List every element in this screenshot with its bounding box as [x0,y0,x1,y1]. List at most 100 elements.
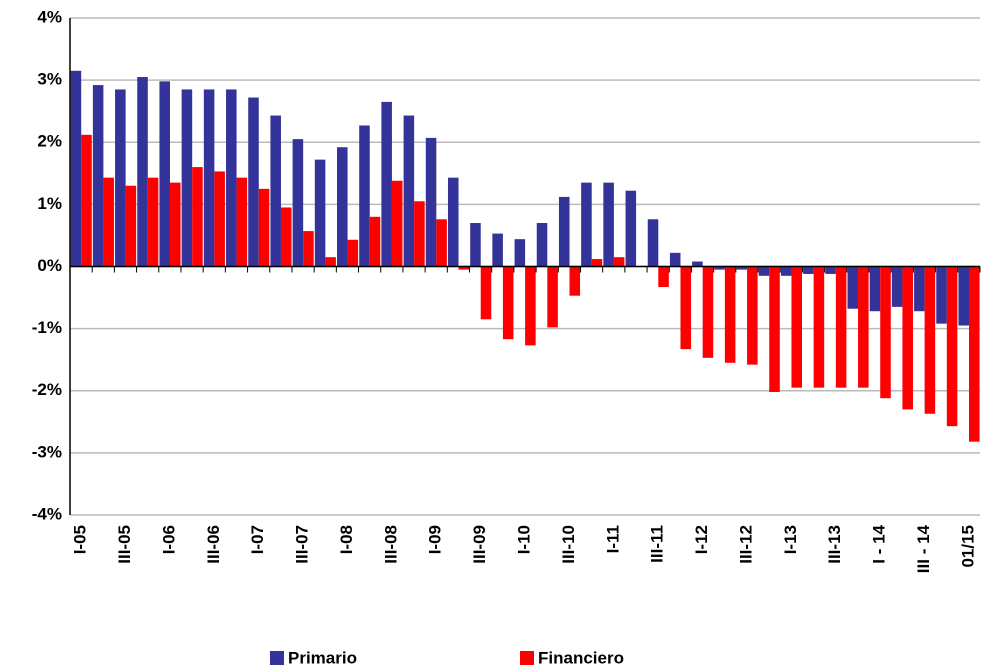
y-tick-label: 4% [37,7,62,26]
bar [236,177,248,267]
bar [780,266,792,276]
bar [613,257,625,267]
bar [724,266,736,363]
bar [226,89,237,267]
bar [325,257,336,267]
y-tick-label: 0% [37,256,62,275]
bar [458,266,470,270]
bar [669,252,681,267]
bar [203,89,215,267]
x-tick-label: III-05 [115,525,134,564]
bar [92,85,104,267]
y-tick-label: 1% [37,194,62,213]
bar [858,266,869,388]
bar [581,182,592,267]
x-tick-label: III-10 [559,525,578,564]
bar [569,266,581,296]
bar [591,259,603,267]
bar [314,159,326,267]
bar [337,147,348,267]
x-tick-label: I-13 [781,525,800,554]
y-tick-label: 3% [37,70,62,89]
bar [758,266,770,276]
bar [946,266,958,427]
bar [70,70,82,267]
x-tick-label: III-12 [736,525,755,564]
x-tick-label: I-08 [337,525,356,554]
bar [436,219,447,267]
x-tick-label: I - 14 [870,524,889,563]
bar [714,266,725,270]
bar [869,266,881,312]
bar [258,188,270,267]
bar [125,185,137,267]
bar [391,180,403,267]
bar [270,115,281,267]
x-tick-label: I-07 [248,525,267,554]
bar [292,139,304,267]
bar [880,266,891,399]
legend-label: Financiero [538,648,624,667]
bar [658,266,669,288]
bar [791,266,802,388]
y-tick-label: -3% [32,442,62,461]
bar [414,201,425,267]
bar [969,266,980,442]
x-tick-label: I-09 [426,525,445,554]
bar [736,266,748,270]
bar [492,233,503,267]
bar [181,89,193,267]
bar [825,266,836,274]
bar [425,137,437,267]
bar [692,261,703,267]
bar [625,190,637,267]
y-tick-label: -1% [32,318,62,337]
x-tick-label: 01/15 [958,525,977,568]
bar [936,266,947,324]
legend-swatch [520,651,534,665]
bar [470,223,481,267]
bar [369,216,381,267]
bar [514,239,526,267]
x-tick-label: I-05 [71,525,90,554]
bar [835,266,847,388]
bar [137,77,148,267]
bar [803,266,814,274]
bar [103,177,114,267]
bar [769,266,780,392]
y-tick-label: -4% [32,504,62,523]
bar [115,89,126,267]
bar [847,266,859,309]
bar [169,182,181,267]
bar [192,167,203,267]
bar [558,196,570,267]
bar [647,219,659,267]
legend-swatch [270,651,284,665]
bar [603,182,614,267]
x-tick-label: I-11 [603,525,622,553]
x-tick-label: III-11 [648,525,667,563]
bar [702,266,714,358]
x-tick-label: III-06 [204,525,223,564]
bar [359,125,370,267]
x-tick-label: III-08 [381,525,400,564]
bar [525,266,536,346]
bar [747,266,758,365]
x-tick-label: III-09 [470,525,489,564]
bar [924,266,936,414]
bar [502,266,514,340]
bar [447,177,459,267]
bar [547,266,558,328]
x-tick-label: III - 14 [914,524,933,573]
bar [248,97,259,267]
bar [280,207,292,267]
x-tick-label: I-12 [692,525,711,554]
bar [680,266,692,350]
bar [891,266,903,307]
bar [81,134,92,267]
bar [347,239,359,267]
x-tick-label: III-13 [825,525,844,564]
bar [914,266,925,312]
bar [480,266,492,320]
x-tick-label: I-10 [514,525,533,554]
